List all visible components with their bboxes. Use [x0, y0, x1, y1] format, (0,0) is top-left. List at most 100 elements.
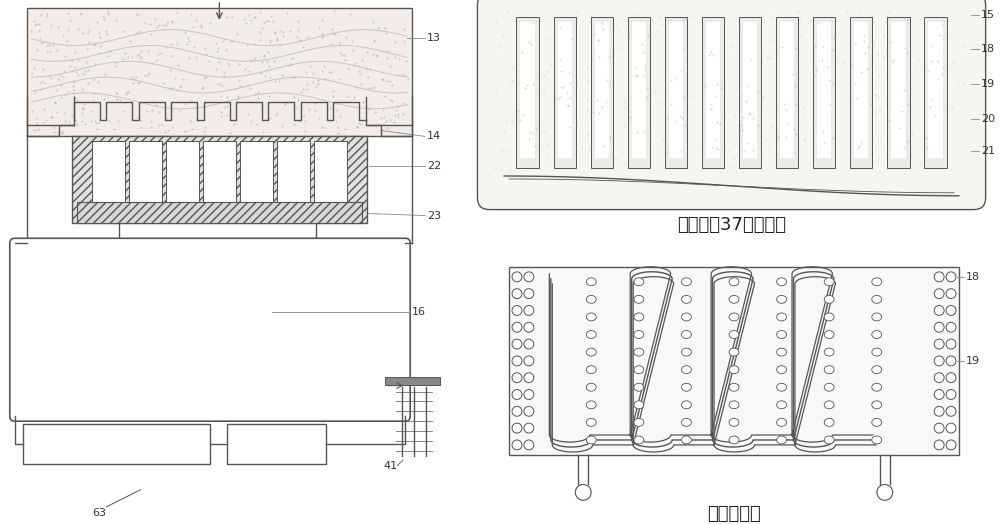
Circle shape: [946, 289, 956, 299]
Ellipse shape: [681, 296, 691, 303]
Ellipse shape: [634, 278, 644, 286]
Text: 16: 16: [412, 308, 426, 318]
Bar: [520, 22, 535, 158]
Ellipse shape: [824, 296, 834, 303]
Bar: [702, 17, 724, 168]
Bar: [628, 17, 650, 168]
Bar: [776, 17, 798, 168]
Ellipse shape: [586, 401, 596, 409]
Circle shape: [946, 272, 956, 282]
Ellipse shape: [681, 313, 691, 321]
Ellipse shape: [872, 278, 882, 286]
Ellipse shape: [824, 383, 834, 391]
Circle shape: [512, 305, 522, 315]
Circle shape: [934, 305, 944, 315]
Circle shape: [524, 322, 534, 332]
Ellipse shape: [729, 296, 739, 303]
Ellipse shape: [777, 366, 787, 374]
Text: 23: 23: [427, 211, 441, 221]
Bar: [780, 22, 794, 158]
Text: 63: 63: [92, 508, 106, 518]
Bar: [92, 141, 125, 204]
Text: 20: 20: [981, 114, 995, 124]
Circle shape: [512, 406, 522, 416]
Ellipse shape: [729, 278, 739, 286]
Ellipse shape: [586, 296, 596, 303]
Ellipse shape: [634, 383, 644, 391]
Circle shape: [524, 373, 534, 383]
Circle shape: [524, 305, 534, 315]
Ellipse shape: [777, 383, 787, 391]
Circle shape: [512, 272, 522, 282]
Circle shape: [934, 339, 944, 349]
Ellipse shape: [729, 383, 739, 391]
Circle shape: [524, 356, 534, 366]
Circle shape: [934, 272, 944, 282]
Ellipse shape: [634, 313, 644, 321]
Bar: [509, 267, 959, 455]
Bar: [669, 22, 683, 158]
Ellipse shape: [777, 278, 787, 286]
Ellipse shape: [681, 366, 691, 374]
Bar: [813, 17, 835, 168]
Text: 15: 15: [981, 10, 995, 20]
Bar: [385, 377, 440, 385]
Ellipse shape: [824, 348, 834, 356]
Ellipse shape: [872, 401, 882, 409]
Ellipse shape: [872, 296, 882, 303]
Bar: [72, 136, 367, 223]
Ellipse shape: [729, 313, 739, 321]
Ellipse shape: [681, 278, 691, 286]
Bar: [924, 17, 947, 168]
Ellipse shape: [586, 313, 596, 321]
Text: 13: 13: [427, 32, 441, 42]
Circle shape: [934, 373, 944, 383]
Ellipse shape: [729, 348, 739, 356]
Ellipse shape: [586, 278, 596, 286]
Circle shape: [946, 373, 956, 383]
Circle shape: [524, 423, 534, 433]
Ellipse shape: [681, 383, 691, 391]
Ellipse shape: [777, 313, 787, 321]
Ellipse shape: [586, 436, 596, 444]
Text: 41: 41: [383, 461, 397, 471]
Ellipse shape: [634, 419, 644, 427]
Text: 14: 14: [427, 132, 441, 141]
Ellipse shape: [872, 366, 882, 374]
Circle shape: [575, 485, 591, 500]
Ellipse shape: [872, 348, 882, 356]
Circle shape: [946, 356, 956, 366]
Bar: [240, 141, 273, 204]
Ellipse shape: [777, 419, 787, 427]
Bar: [743, 22, 757, 158]
Ellipse shape: [872, 436, 882, 444]
Ellipse shape: [729, 436, 739, 444]
Ellipse shape: [634, 348, 644, 356]
Bar: [595, 22, 609, 158]
Ellipse shape: [872, 383, 882, 391]
Ellipse shape: [824, 401, 834, 409]
Bar: [706, 22, 720, 158]
Circle shape: [946, 339, 956, 349]
FancyBboxPatch shape: [10, 238, 410, 421]
Ellipse shape: [634, 436, 644, 444]
Circle shape: [946, 423, 956, 433]
FancyBboxPatch shape: [477, 0, 986, 210]
Circle shape: [934, 423, 944, 433]
Ellipse shape: [777, 401, 787, 409]
Ellipse shape: [824, 313, 834, 321]
Ellipse shape: [681, 401, 691, 409]
Circle shape: [934, 440, 944, 450]
Circle shape: [512, 289, 522, 299]
Ellipse shape: [729, 401, 739, 409]
Ellipse shape: [634, 296, 644, 303]
Ellipse shape: [586, 348, 596, 356]
Ellipse shape: [681, 331, 691, 339]
Circle shape: [524, 339, 534, 349]
Circle shape: [934, 389, 944, 399]
Ellipse shape: [824, 366, 834, 374]
Bar: [129, 141, 162, 204]
Ellipse shape: [729, 366, 739, 374]
Circle shape: [934, 406, 944, 416]
Ellipse shape: [729, 419, 739, 427]
